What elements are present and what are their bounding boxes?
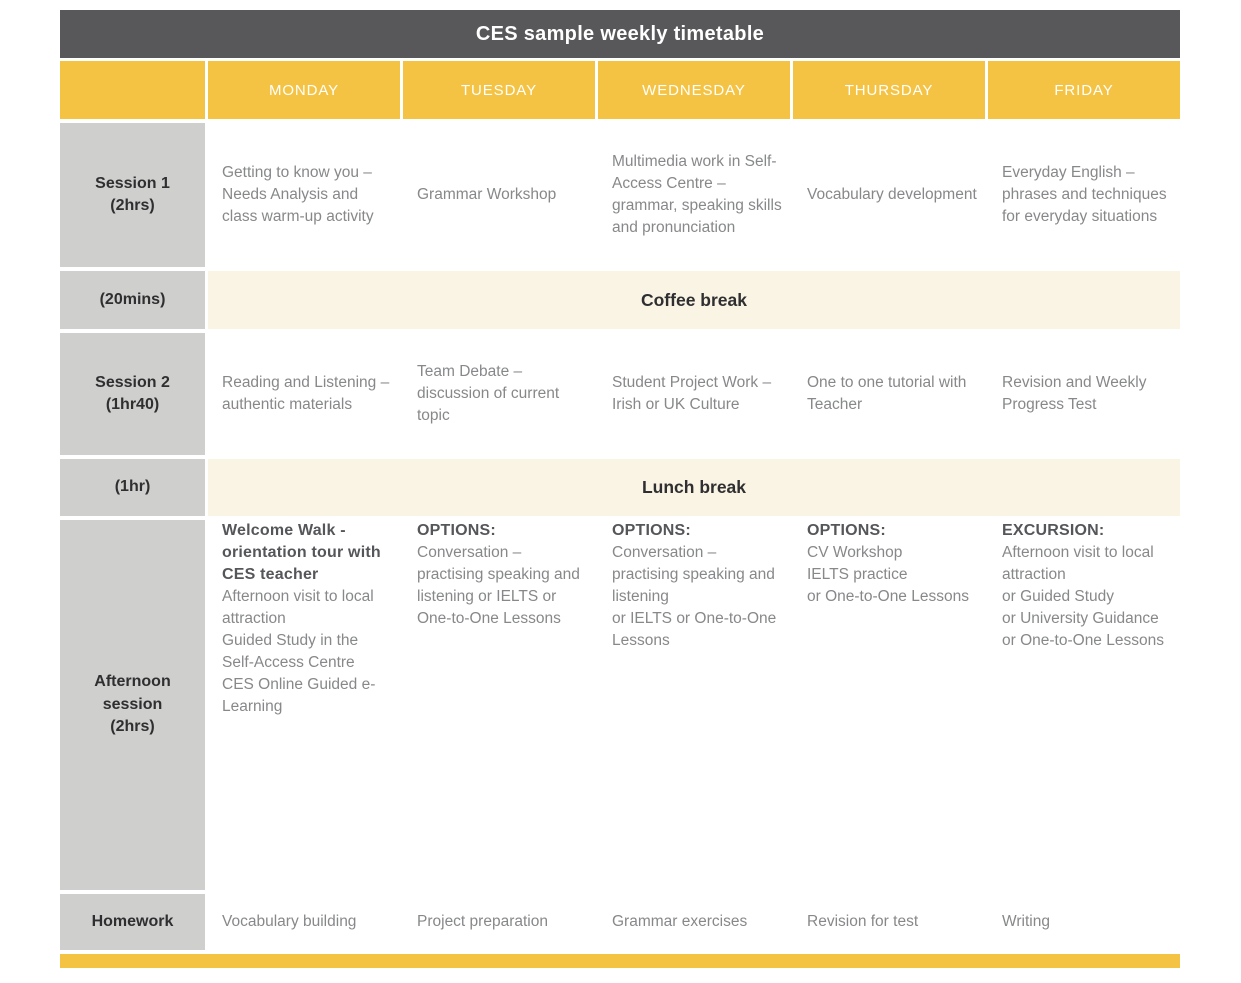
day-header-friday: FRIDAY — [988, 61, 1180, 119]
afternoon-friday-cell: EXCURSION: Afternoon visit to local attr… — [988, 520, 1180, 890]
afternoon-session-row: Afternoon session (2hrs) Welcome Walk - … — [60, 520, 1180, 890]
homework-label: Homework — [60, 894, 205, 950]
afternoon-item: Conversation – practising speaking and l… — [417, 544, 580, 627]
day-header-monday: MONDAY — [208, 61, 400, 119]
cell-text: Student Project Work – Irish or UK Cultu… — [612, 374, 772, 413]
session1-wednesday-cell: Multimedia work in Self-Access Centre – … — [598, 123, 790, 267]
afternoon-item: or One-to-One Lessons — [807, 588, 969, 605]
afternoon-item: OPTIONS: — [417, 522, 496, 539]
afternoon-monday-cell: Welcome Walk - orientation tour with CES… — [208, 520, 400, 890]
timetable-table: CES sample weekly timetable MONDAY TUESD… — [60, 10, 1180, 968]
session2-tuesday-cell: Team Debate – discussion of current topi… — [403, 333, 595, 455]
session2-friday-cell: Revision and Weekly Progress Test — [988, 333, 1180, 455]
session2-wednesday-cell: Student Project Work – Irish or UK Cultu… — [598, 333, 790, 455]
coffee-break-cell: Coffee break — [208, 271, 1180, 329]
cell-text: Grammar exercises — [612, 913, 748, 930]
afternoon-item: Afternoon visit to local attraction — [222, 588, 374, 627]
cell-text: Getting to know you – Needs Analysis and… — [222, 164, 374, 225]
session2-row: Session 2 (1hr40) Reading and Listening … — [60, 333, 1180, 455]
day-header-thursday: THURSDAY — [793, 61, 985, 119]
afternoon-item: IELTS practice — [807, 566, 908, 583]
homework-row: Homework Vocabulary building Project pre… — [60, 894, 1180, 950]
lunch-break-label: (1hr) — [60, 459, 205, 516]
afternoon-item: Conversation – practising speaking and l… — [612, 544, 775, 605]
cell-text: Writing — [1002, 913, 1050, 930]
cell-text: Vocabulary development — [807, 186, 977, 203]
session2-monday-cell: Reading and Listening – authentic materi… — [208, 333, 400, 455]
cell-text: Revision for test — [807, 913, 919, 930]
coffee-break-row: (20mins) Coffee break — [60, 271, 1180, 329]
afternoon-item: Afternoon visit to local attraction — [1002, 544, 1154, 583]
afternoon-item: or University Guidance — [1002, 610, 1159, 627]
page-title: CES sample weekly timetable — [60, 10, 1180, 58]
cell-text: Grammar Workshop — [417, 186, 557, 203]
footer-accent-bar — [60, 954, 1180, 968]
cell-text: Multimedia work in Self-Access Centre – … — [612, 153, 782, 236]
cell-text: Revision and Weekly Progress Test — [1002, 374, 1147, 413]
day-header-row: MONDAY TUESDAY WEDNESDAY THURSDAY FRIDAY — [60, 61, 1180, 119]
cell-text: Everyday English – phrases and technique… — [1002, 164, 1167, 225]
timetable-page: CES sample weekly timetable MONDAY TUESD… — [0, 10, 1241, 983]
afternoon-item: or Guided Study — [1002, 588, 1115, 605]
cell-text: Team Debate – discussion of current topi… — [417, 363, 560, 424]
cell-text: One to one tutorial with Teacher — [807, 374, 967, 413]
session1-tuesday-cell: Grammar Workshop — [403, 123, 595, 267]
session1-row: Session 1 (2hrs) Getting to know you – N… — [60, 123, 1180, 267]
cell-text: Project preparation — [417, 913, 548, 930]
session1-thursday-cell: Vocabulary development — [793, 123, 985, 267]
session1-monday-cell: Getting to know you – Needs Analysis and… — [208, 123, 400, 267]
afternoon-tuesday-cell: OPTIONS: Conversation – practising speak… — [403, 520, 595, 890]
afternoon-item: OPTIONS: — [612, 522, 691, 539]
afternoon-session-label: Afternoon session (2hrs) — [60, 520, 205, 890]
session2-thursday-cell: One to one tutorial with Teacher — [793, 333, 985, 455]
afternoon-item: EXCURSION: — [1002, 522, 1105, 539]
afternoon-item: Welcome Walk - orientation tour with CES… — [222, 522, 381, 583]
cell-text: Vocabulary building — [222, 913, 357, 930]
cell-text: Reading and Listening – authentic materi… — [222, 374, 390, 413]
day-header-empty — [60, 61, 205, 119]
afternoon-thursday-cell: OPTIONS: CV Workshop IELTS practice or O… — [793, 520, 985, 890]
homework-friday-cell: Writing — [988, 894, 1180, 950]
coffee-break-label: (20mins) — [60, 271, 205, 329]
homework-thursday-cell: Revision for test — [793, 894, 985, 950]
session2-label: Session 2 (1hr40) — [60, 333, 205, 455]
afternoon-item: or IELTS or One-to-One Lessons — [612, 610, 777, 649]
homework-wednesday-cell: Grammar exercises — [598, 894, 790, 950]
homework-tuesday-cell: Project preparation — [403, 894, 595, 950]
afternoon-item: CES Online Guided e-Learning — [222, 676, 376, 715]
day-header-tuesday: TUESDAY — [403, 61, 595, 119]
session1-friday-cell: Everyday English – phrases and technique… — [988, 123, 1180, 267]
homework-monday-cell: Vocabulary building — [208, 894, 400, 950]
lunch-break-row: (1hr) Lunch break — [60, 459, 1180, 516]
afternoon-item: Guided Study in the Self-Access Centre — [222, 632, 359, 671]
lunch-break-cell: Lunch break — [208, 459, 1180, 516]
afternoon-item: or One-to-One Lessons — [1002, 632, 1164, 649]
afternoon-wednesday-cell: OPTIONS: Conversation – practising speak… — [598, 520, 790, 890]
afternoon-item: OPTIONS: — [807, 522, 886, 539]
session1-label: Session 1 (2hrs) — [60, 123, 205, 267]
day-header-wednesday: WEDNESDAY — [598, 61, 790, 119]
afternoon-item: CV Workshop — [807, 544, 903, 561]
